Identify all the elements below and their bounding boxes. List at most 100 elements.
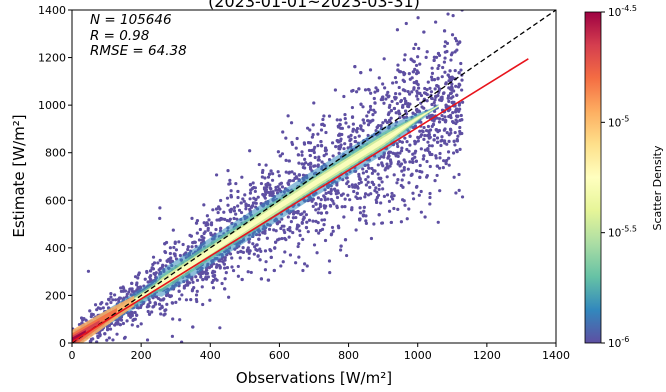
scatter-point xyxy=(177,289,181,293)
scatter-point xyxy=(317,231,321,235)
scatter-point xyxy=(201,271,205,275)
scatter-point xyxy=(322,194,326,198)
scatter-point xyxy=(291,216,295,220)
scatter-point xyxy=(423,86,427,91)
scatter-point xyxy=(437,166,442,170)
x-tick-label: 800 xyxy=(338,349,359,362)
scatter-point xyxy=(447,163,451,167)
scatter-point xyxy=(157,296,161,301)
scatter-point xyxy=(178,318,182,322)
scatter-point xyxy=(322,218,327,222)
scatter-point xyxy=(265,236,269,240)
scatter-point xyxy=(276,170,280,174)
scatter-point xyxy=(449,58,453,62)
scatter-point xyxy=(267,227,272,231)
scatter-point xyxy=(361,171,365,175)
scatter-point xyxy=(317,207,321,211)
colorbar-tick-label: 10-5 xyxy=(608,114,629,129)
scatter-point xyxy=(159,312,163,316)
scatter-point xyxy=(386,90,390,94)
scatter-point xyxy=(150,310,154,314)
scatter-point xyxy=(103,332,107,336)
scatter-point xyxy=(419,210,423,214)
scatter-point xyxy=(347,184,351,189)
scatter-point xyxy=(362,121,366,125)
scatter-point xyxy=(206,222,210,227)
y-axis-label: Estimate [W/m²] xyxy=(10,114,28,237)
scatter-point xyxy=(410,173,414,177)
scatter-point xyxy=(219,226,223,230)
scatter-point xyxy=(373,90,377,94)
scatter-point xyxy=(380,162,384,166)
scatter-point xyxy=(158,258,162,262)
scatter-point xyxy=(232,216,236,221)
x-tick-label: 0 xyxy=(69,349,76,362)
scatter-point xyxy=(195,289,199,293)
scatter-point xyxy=(430,102,434,107)
scatter-point xyxy=(311,204,315,208)
scatter-point xyxy=(287,235,291,239)
scatter-point xyxy=(457,188,461,192)
scatter-point xyxy=(257,233,262,237)
scatter-point xyxy=(322,223,326,227)
scatter-point xyxy=(135,313,139,317)
scatter-point xyxy=(152,271,156,276)
scatter-point xyxy=(221,260,225,264)
scatter-point xyxy=(451,111,455,115)
scatter-point xyxy=(394,92,398,96)
scatter-point xyxy=(366,175,370,179)
scatter-point xyxy=(388,103,392,108)
scatter-point xyxy=(418,129,422,133)
scatter-point xyxy=(404,112,409,116)
density-band xyxy=(72,104,439,343)
scatter-point xyxy=(426,124,431,129)
scatter-point xyxy=(178,297,182,301)
scatter-point xyxy=(260,170,265,175)
scatter-point xyxy=(134,283,139,287)
scatter-point xyxy=(271,172,275,176)
scatter-point xyxy=(241,197,245,201)
scatter-point xyxy=(385,193,390,197)
scatter-point xyxy=(436,66,440,71)
scatter-point xyxy=(408,160,412,164)
scatter-point xyxy=(432,133,437,138)
scatter-point xyxy=(444,103,448,107)
scatter-point xyxy=(380,180,384,184)
scatter-point xyxy=(310,148,314,153)
scatter-point xyxy=(143,277,147,281)
scatter-point xyxy=(295,136,299,141)
scatter-point xyxy=(297,255,301,259)
x-axis-label: Observations [W/m²] xyxy=(236,369,392,387)
scatter-point xyxy=(460,118,464,122)
scatter-point xyxy=(317,155,321,159)
scatter-point xyxy=(194,293,199,297)
scatter-point xyxy=(446,150,451,154)
scatter-point xyxy=(368,185,372,189)
scatter-point xyxy=(247,256,251,260)
scatter-point xyxy=(223,256,227,260)
y-tick-label: 1000 xyxy=(38,99,66,112)
scatter-point xyxy=(425,175,429,179)
scatter-point xyxy=(387,209,392,213)
scatter-point xyxy=(450,33,455,37)
scatter-point xyxy=(165,302,169,306)
scatter-point xyxy=(347,125,351,129)
scatter-point xyxy=(132,317,136,322)
scatter-point xyxy=(379,124,383,128)
scatter-point xyxy=(398,70,403,74)
scatter-point xyxy=(319,198,323,202)
scatter-point xyxy=(395,142,399,146)
scatter-point xyxy=(395,101,399,106)
y-tick-label: 600 xyxy=(45,194,66,207)
scatter-point xyxy=(458,131,462,136)
scatter-point xyxy=(348,198,352,202)
scatter-point xyxy=(315,251,319,255)
scatter-point xyxy=(434,95,438,99)
scatter-point xyxy=(322,114,326,118)
scatter-point xyxy=(395,181,399,185)
scatter-point xyxy=(385,162,389,166)
scatter-point xyxy=(168,246,172,250)
scatter-point xyxy=(98,333,102,337)
scatter-point xyxy=(122,286,126,290)
scatter-point xyxy=(111,298,115,302)
